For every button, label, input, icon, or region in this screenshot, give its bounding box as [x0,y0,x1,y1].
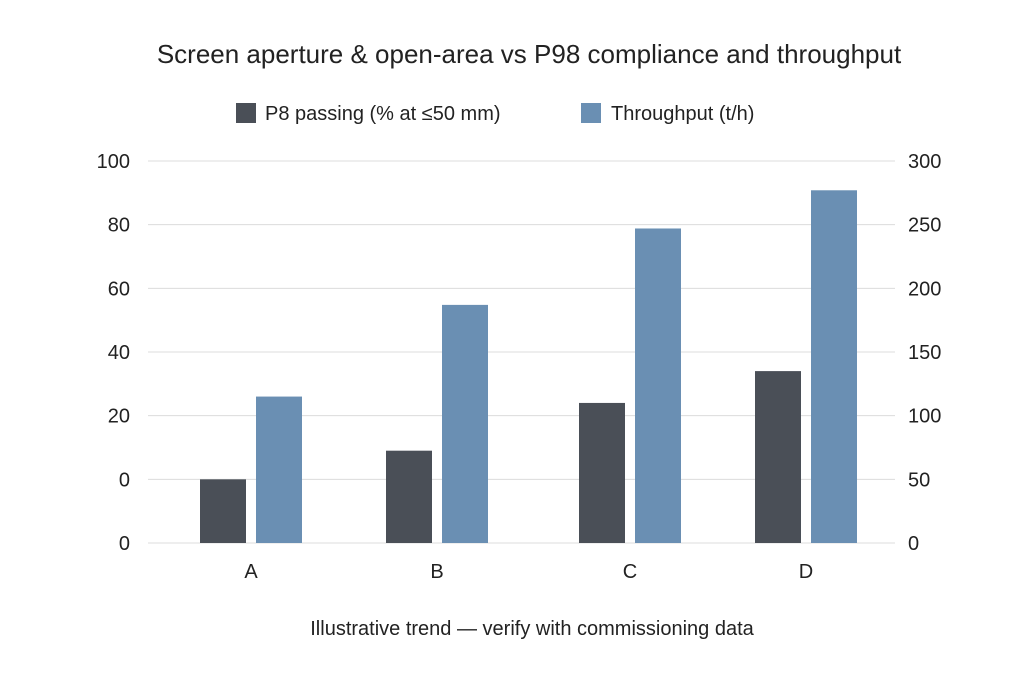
left-tick-label: 60 [108,278,130,300]
right-tick-label: 200 [908,278,941,300]
chart-title: Screen aperture & open-area vs P98 compl… [157,39,902,69]
bar-throughput-b [442,304,488,543]
left-tick-label: 80 [108,215,130,237]
legend-label: P8 passing (% at ≤50 mm) [265,103,501,125]
left-tick-label: 0 [119,469,130,491]
right-tick-label: 250 [908,215,941,237]
category-label: D [799,561,813,583]
bars [200,190,857,543]
legend-swatch [581,103,601,123]
category-labels: A B C D [244,561,813,583]
bar-throughput-a [256,396,302,543]
bar-throughput-d [811,190,857,543]
left-tick-label: 100 [97,151,130,173]
legend: P8 passing (% at ≤50 mm) Throughput (t/h) [236,103,754,125]
left-axis-ticks: 100 80 60 40 20 0 0 [97,151,130,555]
right-tick-label: 300 [908,151,941,173]
right-tick-label: 50 [908,469,930,491]
category-label: C [623,561,637,583]
footnote: Illustrative trend — verify with commiss… [310,618,754,640]
category-label: A [244,561,258,583]
right-tick-label: 150 [908,342,941,364]
bar-p8-passing-c [579,402,625,543]
bar-p8-passing-b [386,450,432,543]
legend-swatch [236,103,256,123]
category-label: B [430,561,443,583]
right-tick-label: 0 [908,533,919,555]
right-axis-ticks: 300 250 200 150 100 50 0 [908,151,941,555]
bar-p8-passing-a [200,479,246,543]
legend-label: Throughput (t/h) [611,103,754,125]
left-tick-label: 40 [108,342,130,364]
bar-p8-passing-d [755,371,801,543]
right-tick-label: 100 [908,406,941,428]
left-tick-label: 0 [119,533,130,555]
left-tick-label: 20 [108,406,130,428]
bar-throughput-c [635,228,681,543]
